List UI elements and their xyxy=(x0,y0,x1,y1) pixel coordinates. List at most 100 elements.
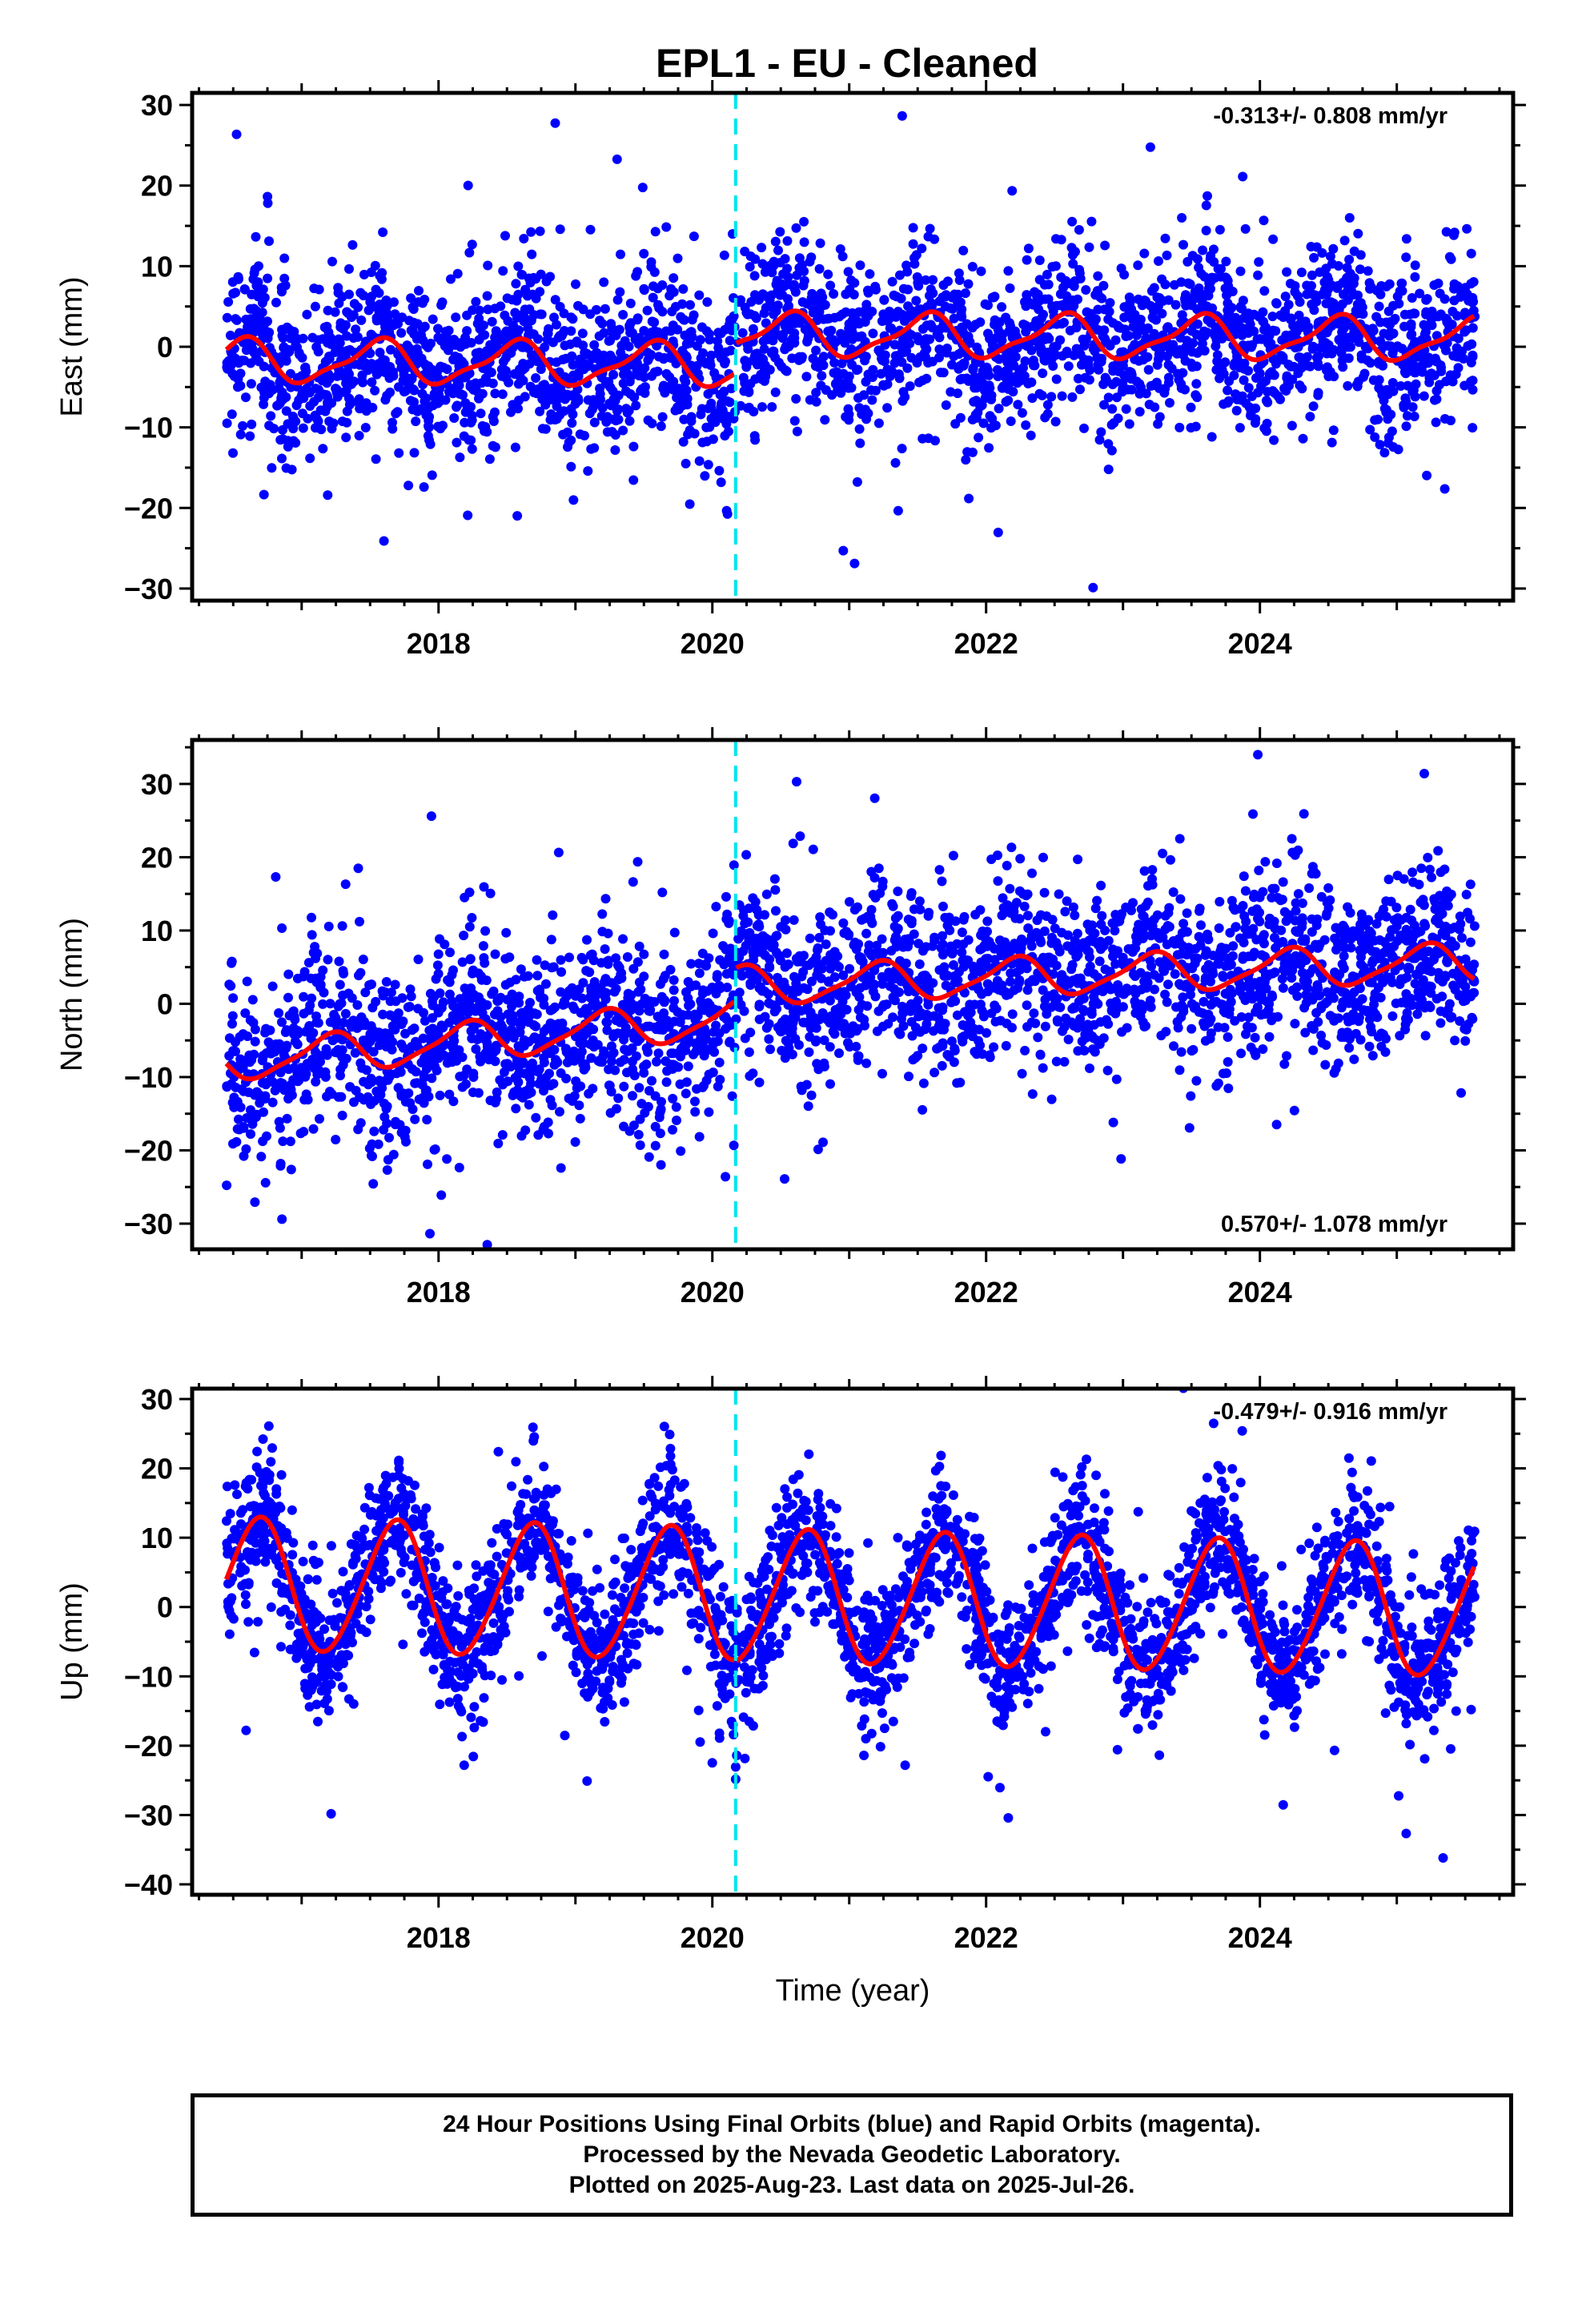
data-point xyxy=(1334,335,1344,344)
data-point xyxy=(930,234,940,244)
data-point xyxy=(1287,973,1297,983)
data-point xyxy=(967,447,978,457)
data-point xyxy=(1431,386,1442,396)
data-point xyxy=(1247,1023,1257,1033)
data-point xyxy=(859,390,869,400)
data-point xyxy=(373,359,383,369)
data-point xyxy=(539,1057,549,1068)
data-point xyxy=(422,1115,432,1125)
data-point xyxy=(689,1049,698,1059)
data-point xyxy=(823,326,833,336)
data-point xyxy=(1235,423,1245,433)
data-point xyxy=(908,239,918,249)
data-point xyxy=(797,354,807,364)
data-point xyxy=(1296,267,1307,278)
data-point xyxy=(782,263,793,274)
data-point xyxy=(1289,1105,1299,1116)
data-point xyxy=(480,926,491,936)
data-point xyxy=(233,382,243,392)
data-point xyxy=(974,1024,985,1035)
data-point xyxy=(347,379,356,389)
data-point xyxy=(1417,367,1427,377)
data-point xyxy=(1230,358,1240,368)
data-point xyxy=(583,395,593,405)
data-point xyxy=(706,398,717,408)
data-point xyxy=(1415,288,1425,299)
data-point xyxy=(457,957,468,967)
data-point xyxy=(513,261,524,271)
data-point xyxy=(1070,935,1080,946)
data-point xyxy=(274,384,284,393)
data-point xyxy=(1199,996,1209,1007)
data-point xyxy=(319,389,328,400)
data-point xyxy=(937,1060,947,1071)
data-point xyxy=(484,367,494,377)
data-point xyxy=(1090,903,1101,914)
data-point xyxy=(275,435,286,445)
data-point xyxy=(684,1000,694,1011)
data-point xyxy=(1261,426,1271,436)
data-point xyxy=(739,386,749,396)
data-point xyxy=(845,963,855,974)
data-point xyxy=(330,307,340,317)
data-point xyxy=(1094,956,1105,967)
data-point xyxy=(1343,380,1353,391)
data-point xyxy=(440,341,450,352)
data-point xyxy=(1235,266,1246,276)
data-point xyxy=(452,437,462,448)
data-point xyxy=(1074,264,1085,275)
data-point xyxy=(435,988,445,999)
data-point xyxy=(1069,1002,1079,1012)
data-point xyxy=(814,263,825,274)
data-point xyxy=(436,1190,447,1200)
data-point xyxy=(584,408,595,419)
data-point xyxy=(1423,852,1433,862)
data-point xyxy=(1271,1120,1282,1130)
data-point xyxy=(1294,310,1304,320)
data-point xyxy=(448,965,458,975)
data-point xyxy=(254,356,264,367)
data-point xyxy=(228,993,239,1003)
data-point xyxy=(720,359,730,368)
data-point xyxy=(987,292,998,303)
data-point xyxy=(419,1072,429,1083)
data-point xyxy=(267,1097,278,1108)
data-point xyxy=(250,1197,260,1208)
data-point xyxy=(612,295,623,305)
data-point xyxy=(347,239,358,250)
data-point xyxy=(568,360,578,370)
data-point xyxy=(567,418,577,428)
data-point xyxy=(650,1140,661,1151)
data-point xyxy=(1119,302,1130,312)
data-point xyxy=(956,374,966,384)
data-point xyxy=(1018,363,1028,373)
data-point xyxy=(659,352,669,363)
data-point xyxy=(1138,927,1148,937)
data-point xyxy=(412,334,422,344)
data-point xyxy=(1282,267,1292,277)
data-point xyxy=(1145,142,1155,152)
data-point xyxy=(407,374,417,384)
data-point xyxy=(1157,308,1167,319)
data-point xyxy=(1325,251,1335,262)
data-point xyxy=(531,373,541,383)
data-point xyxy=(1046,354,1057,364)
data-point xyxy=(313,347,323,357)
data-point xyxy=(668,1048,678,1059)
data-point xyxy=(867,395,877,405)
data-point xyxy=(513,379,524,389)
data-point xyxy=(1313,361,1323,372)
data-point xyxy=(1337,327,1347,337)
data-point xyxy=(1313,388,1323,398)
data-point xyxy=(1409,308,1419,319)
data-point xyxy=(1177,213,1187,223)
data-point xyxy=(1414,879,1424,890)
data-point xyxy=(869,793,880,803)
data-point xyxy=(1180,293,1190,304)
data-point xyxy=(715,349,725,359)
data-point xyxy=(861,352,871,362)
data-point xyxy=(838,918,849,928)
data-point xyxy=(639,372,649,382)
data-point xyxy=(1133,260,1143,271)
data-point xyxy=(971,412,982,423)
